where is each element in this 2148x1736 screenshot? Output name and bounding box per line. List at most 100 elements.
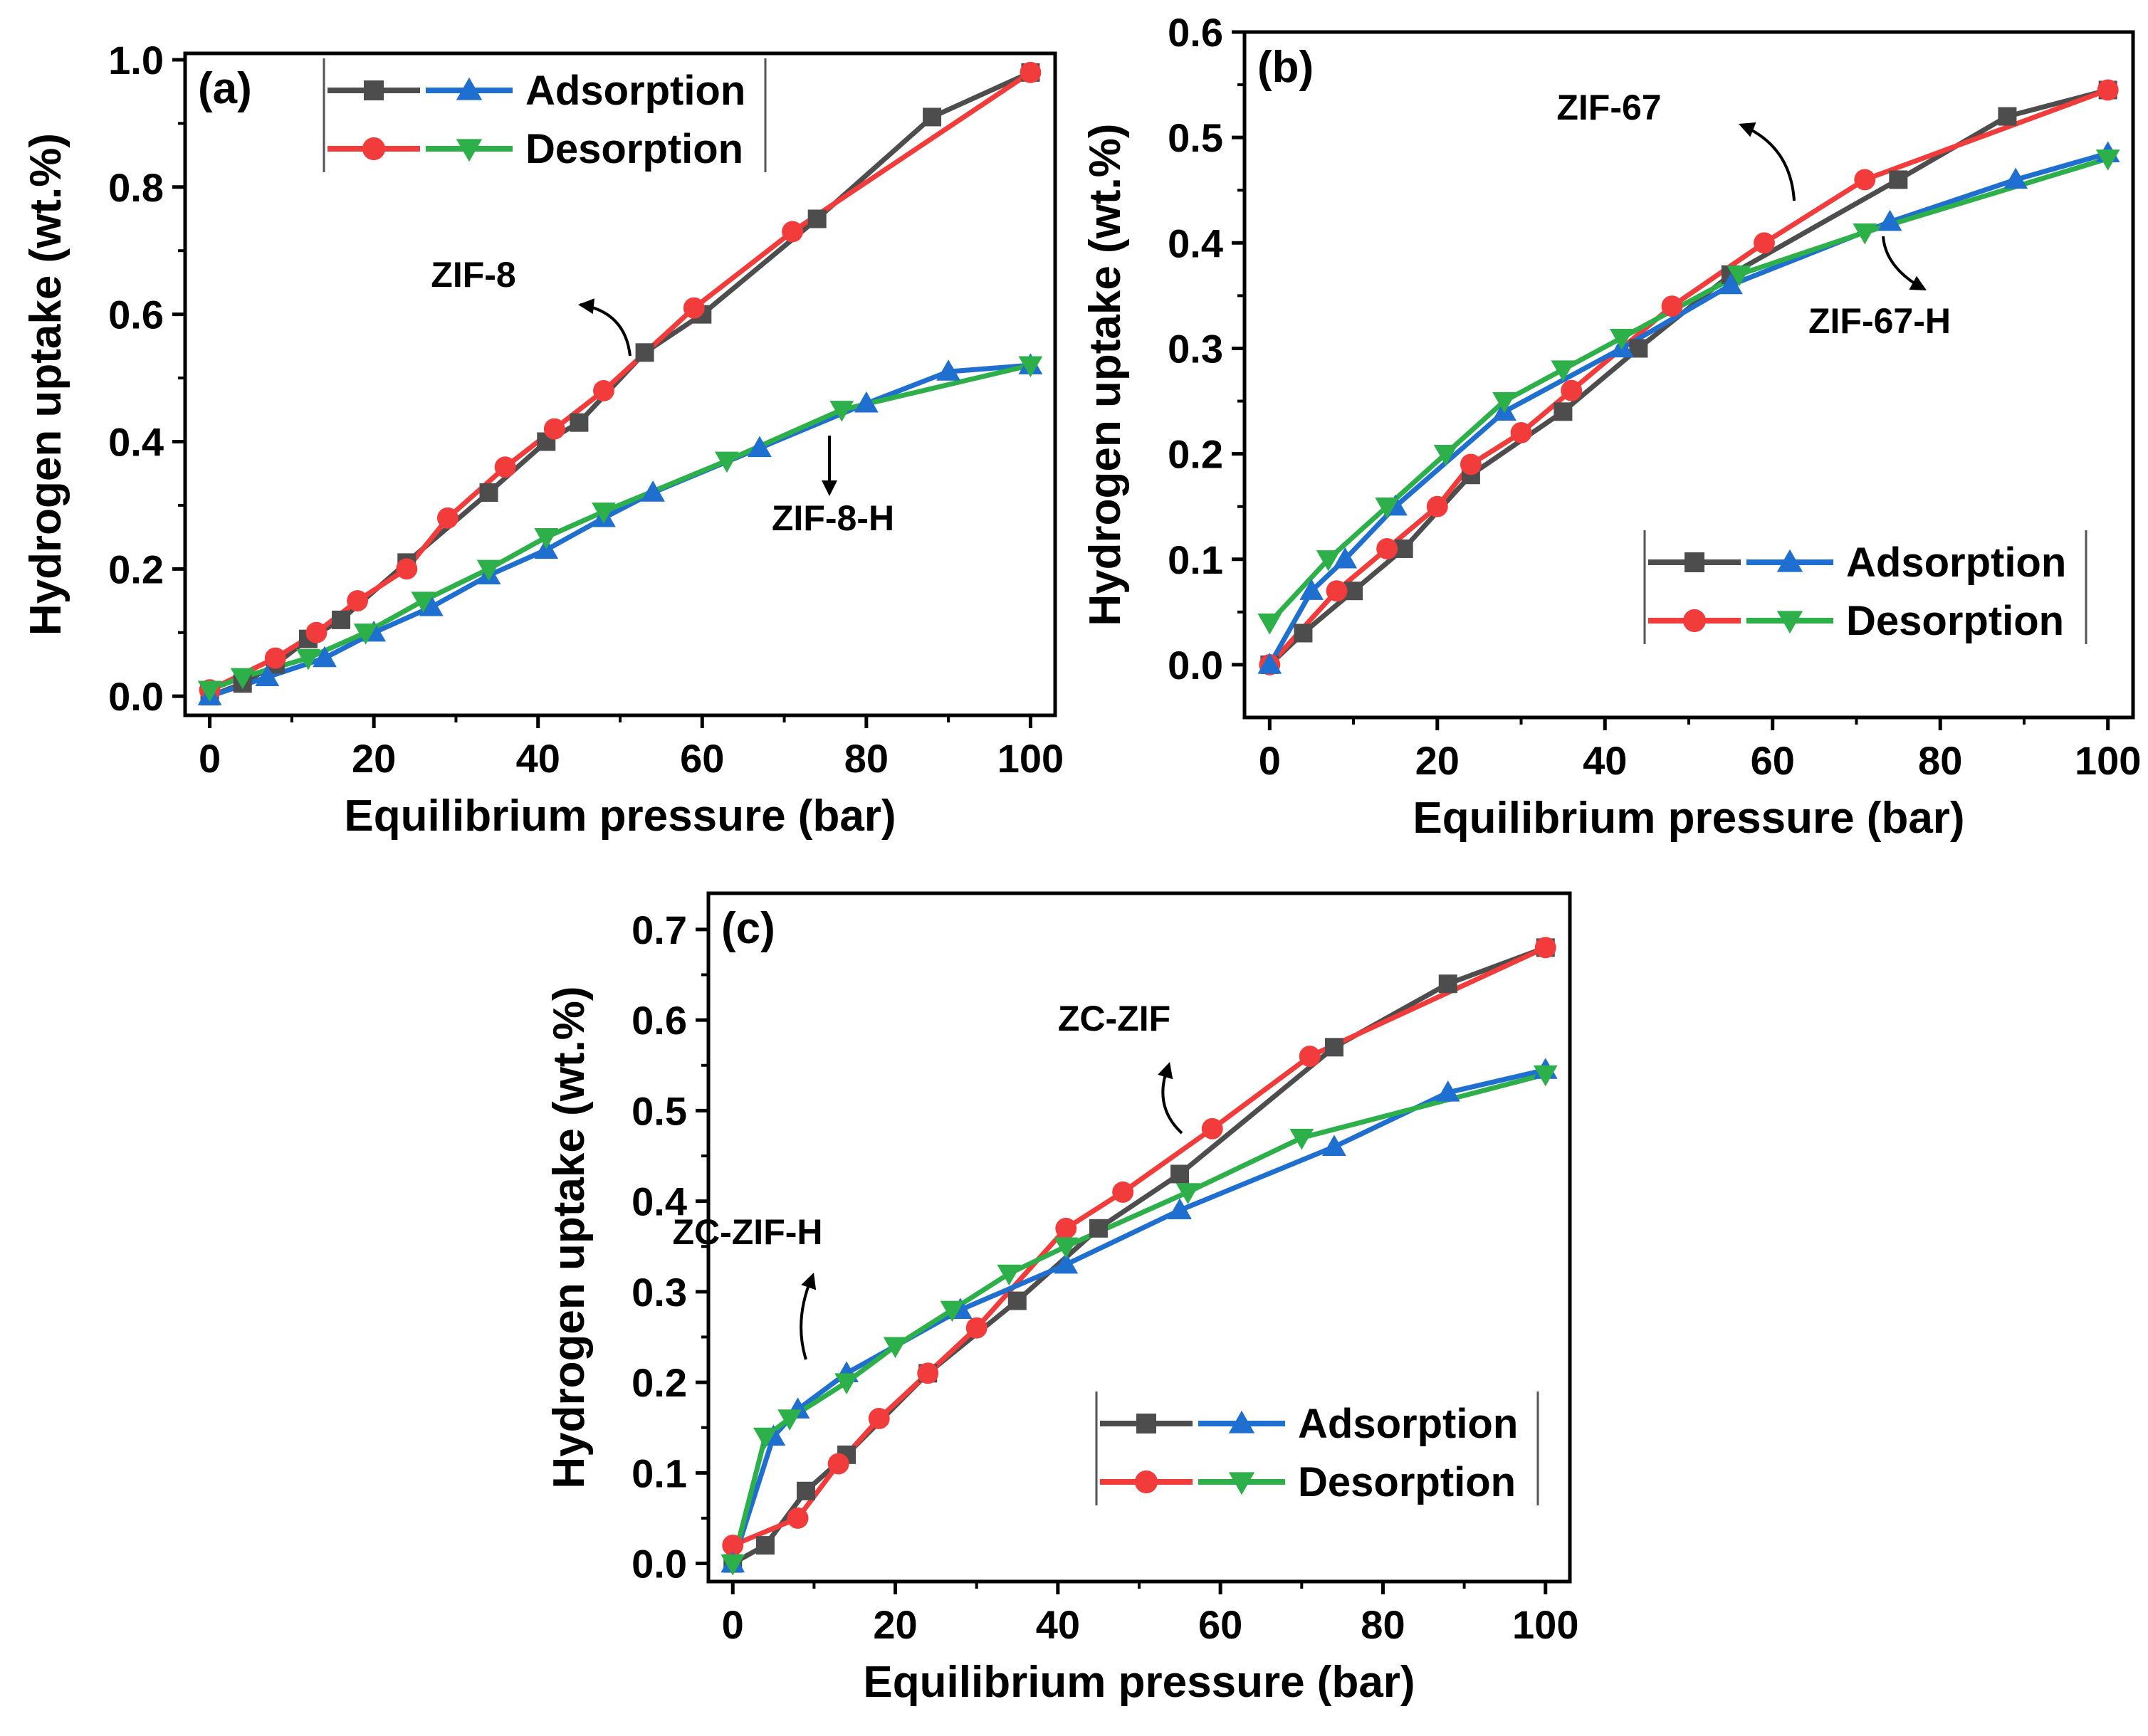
data-point (1433, 444, 1458, 466)
legend-marker (456, 77, 483, 100)
data-point (1201, 1117, 1223, 1140)
annotation-label: ZIF-8 (431, 255, 515, 295)
data-point (255, 665, 280, 687)
data-point (965, 1317, 987, 1339)
data-point (411, 591, 436, 613)
data-point (1112, 1181, 1134, 1203)
data-point (1554, 402, 1573, 421)
annotation-label: ZC-ZIF (1058, 999, 1170, 1038)
data-point (923, 107, 942, 127)
data-point (296, 648, 320, 670)
data-point (1333, 547, 1358, 569)
x-tick-label: 40 (1036, 1602, 1080, 1647)
data-point (1661, 295, 1683, 317)
data-point (436, 507, 459, 529)
x-tick-label: 80 (844, 736, 889, 781)
data-point (635, 343, 654, 362)
y-tick-label: 0.5 (632, 1088, 687, 1133)
legend-label: Desorption (1846, 598, 2064, 644)
legend-marker (362, 137, 386, 161)
data-point (1510, 422, 1532, 443)
data-point (917, 1362, 939, 1384)
panel-label: (b) (1257, 43, 1314, 92)
arrow-head (822, 480, 837, 496)
arrow-head (1909, 275, 1927, 290)
data-point (1324, 1038, 1343, 1057)
panel-b: 0 20 40 60 80 100 0.0 0.1 0.2 0.3 0.4 0.5 0.6 Equilib… (1081, 10, 2141, 843)
data-point (1889, 170, 1908, 189)
data-point (1551, 360, 1576, 382)
data-point (940, 1300, 965, 1322)
annotation-arrow (580, 303, 632, 357)
data-point (854, 391, 879, 413)
data-point (1426, 495, 1448, 517)
data-point (829, 401, 854, 422)
x-tick-label: 60 (1198, 1602, 1242, 1647)
x-tick-label: 40 (1583, 738, 1627, 783)
x-axis-title: Equilibrium pressure (bar) (344, 791, 896, 841)
legend-marker (1776, 549, 1803, 572)
data-point (714, 451, 739, 473)
series-line (209, 362, 1032, 693)
data-point (782, 221, 804, 243)
x-tick-label: 60 (1751, 738, 1795, 783)
annotation-arrow (800, 1277, 813, 1360)
data-point (1326, 580, 1348, 602)
arrow-head (578, 298, 594, 315)
x-tick-label: 0 (722, 1602, 744, 1647)
data-point (1533, 1065, 1558, 1087)
data-point (479, 483, 498, 503)
data-point (1435, 1080, 1460, 1102)
y-axis-title: Hydrogen uptake (wt.%) (1081, 123, 1130, 626)
data-point (1316, 550, 1341, 572)
panel-label: (a) (198, 64, 252, 113)
x-tick-label: 20 (352, 736, 396, 781)
data-point (683, 297, 705, 319)
y-tick-label: 0.6 (108, 293, 164, 337)
data-point (2095, 149, 2120, 171)
data-point (353, 624, 378, 645)
data-point (721, 1554, 745, 1576)
legend-label: Adsorption (525, 68, 745, 114)
data-point (787, 1507, 809, 1529)
data-point (1375, 498, 1400, 519)
y-tick-label: 0.0 (1168, 643, 1223, 688)
data-point (1299, 579, 1324, 600)
data-point (1294, 624, 1313, 643)
data-point (1438, 974, 1457, 994)
data-point (1718, 273, 1743, 295)
data-point (347, 590, 369, 611)
data-point (1054, 1237, 1079, 1259)
data-point (1609, 328, 1634, 350)
data-point (834, 1373, 859, 1394)
data-point (936, 359, 961, 381)
data-point (777, 1409, 802, 1431)
x-tick-label: 100 (997, 736, 1064, 781)
y-tick-label: 0.7 (632, 908, 687, 952)
data-point (494, 456, 516, 478)
data-point (396, 558, 418, 580)
data-point (2003, 167, 2028, 189)
y-tick-label: 0.4 (108, 419, 164, 464)
data-point (753, 1427, 777, 1449)
data-point (883, 1337, 908, 1359)
data-point (592, 503, 616, 524)
legend-label: Desorption (1298, 1459, 1516, 1505)
legend-marker (1228, 1472, 1255, 1495)
annotation-label: ZIF-8-H (772, 498, 894, 538)
series-line (1267, 151, 2109, 666)
data-point (827, 1453, 849, 1475)
data-point (570, 413, 589, 432)
data-point (868, 1408, 890, 1429)
y-tick-label: 0.3 (632, 1270, 687, 1315)
y-tick-label: 0.3 (1168, 326, 1223, 371)
data-point (1534, 937, 1556, 959)
x-tick-label: 80 (1361, 1602, 1405, 1647)
y-tick-label: 0.0 (632, 1542, 687, 1587)
panel-a: 0 20 40 60 80 100 0.0 0.2 0.4 0.6 0.8 1.0 Equilibriu… (21, 38, 1064, 841)
x-axis-title: Equilibrium pressure (bar) (1413, 794, 1964, 843)
data-point (1257, 653, 1282, 674)
data-point (1629, 339, 1648, 358)
data-point (1561, 379, 1583, 401)
